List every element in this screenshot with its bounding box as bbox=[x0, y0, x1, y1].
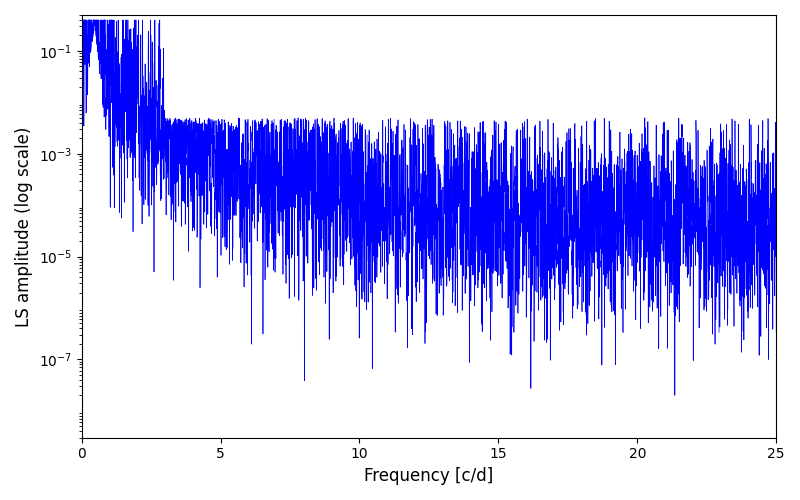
Y-axis label: LS amplitude (log scale): LS amplitude (log scale) bbox=[15, 126, 33, 326]
X-axis label: Frequency [c/d]: Frequency [c/d] bbox=[364, 467, 494, 485]
